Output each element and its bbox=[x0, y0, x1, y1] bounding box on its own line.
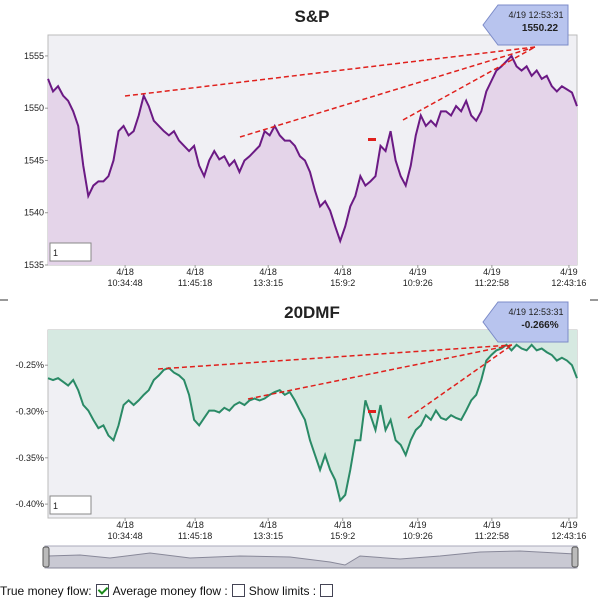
y-tick-label: 1550 bbox=[24, 103, 44, 113]
y-tick-label: -0.35% bbox=[15, 453, 44, 463]
marker bbox=[368, 410, 376, 413]
trend-line bbox=[157, 344, 513, 370]
x-tick-label: 4/18 13:3:15 bbox=[253, 520, 283, 541]
label: True money flow: bbox=[0, 584, 92, 598]
callout-time: 4/19 12:53:31 bbox=[508, 10, 563, 20]
x-tick-label: 4/18 10:34:48 bbox=[108, 267, 143, 288]
marker bbox=[368, 138, 376, 141]
nav-handle[interactable] bbox=[571, 546, 579, 568]
series-line bbox=[47, 343, 578, 503]
x-tick-label: 4/19 10:9:26 bbox=[403, 520, 433, 541]
callout-time: 4/19 12:53:31 bbox=[508, 307, 563, 317]
y-tick-label: -0.30% bbox=[15, 406, 44, 416]
x-tick-label: 4/19 12:43:16 bbox=[551, 520, 586, 541]
y-tick-label: 1535 bbox=[24, 260, 44, 270]
x-tick-label: 4/19 11:22:58 bbox=[475, 520, 509, 541]
checkbox[interactable] bbox=[320, 584, 334, 597]
input-box[interactable] bbox=[49, 242, 92, 262]
x-tick-label: 4/18 15:9:2 bbox=[330, 267, 355, 288]
label: Show limits : bbox=[248, 584, 317, 598]
chart-title: S&P bbox=[295, 7, 330, 26]
trend-line bbox=[407, 344, 513, 419]
chart-title: 20DMF bbox=[284, 303, 340, 322]
x-tick-label: 4/18 13:3:15 bbox=[253, 267, 283, 288]
area-fill bbox=[48, 330, 577, 501]
trend-line bbox=[402, 46, 536, 121]
x-tick-label: 4/19 12:43:16 bbox=[551, 267, 586, 288]
area-fill bbox=[48, 55, 577, 266]
callout bbox=[482, 4, 569, 46]
x-tick-label: 4/18 15:9:2 bbox=[330, 520, 355, 541]
controls: True money flow: Average money flow : Show… bbox=[0, 584, 337, 598]
input-box[interactable] bbox=[49, 495, 92, 515]
input-value: 1 bbox=[53, 248, 58, 258]
callout bbox=[482, 301, 569, 343]
y-tick-label: 1540 bbox=[24, 208, 44, 218]
checkbox[interactable] bbox=[95, 584, 109, 597]
input-value: 1 bbox=[53, 501, 58, 511]
trend-line bbox=[124, 46, 536, 97]
x-tick-label: 4/19 10:9:26 bbox=[403, 267, 433, 288]
label: Average money flow : bbox=[112, 584, 228, 598]
trend-line bbox=[247, 344, 513, 400]
x-tick-label: 4/18 11:45:18 bbox=[178, 267, 212, 288]
y-tick-label: -0.25% bbox=[15, 360, 44, 370]
callout-value: 1550.22 bbox=[522, 23, 559, 34]
checkbox[interactable] bbox=[231, 584, 245, 597]
x-tick-label: 4/19 11:22:58 bbox=[475, 267, 509, 288]
x-tick-label: 4/18 10:34:48 bbox=[108, 520, 143, 541]
y-tick-label: -0.40% bbox=[15, 499, 44, 509]
callout-value: -0.266% bbox=[521, 320, 558, 331]
y-tick-label: 1545 bbox=[24, 155, 44, 165]
series-line bbox=[47, 54, 578, 245]
x-tick-label: 4/18 11:45:18 bbox=[178, 520, 212, 541]
trend-line bbox=[239, 46, 536, 138]
y-tick-label: 1555 bbox=[24, 51, 44, 61]
nav-handle[interactable] bbox=[42, 546, 50, 568]
